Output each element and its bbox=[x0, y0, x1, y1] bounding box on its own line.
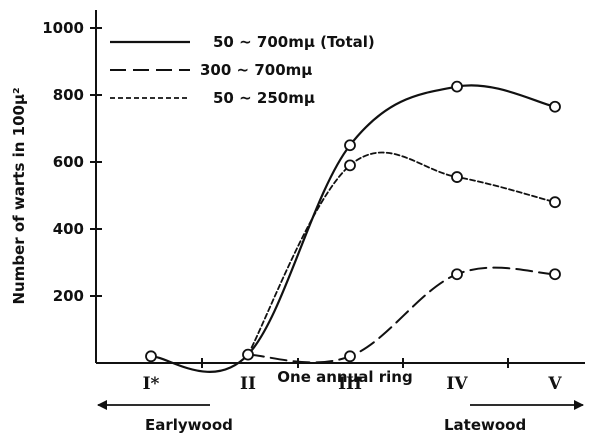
series-line-2 bbox=[247, 266, 556, 364]
series-2-point-4 bbox=[451, 268, 463, 281]
series-2-point-3 bbox=[344, 350, 356, 363]
y-tick-label-200: 200 bbox=[53, 287, 84, 305]
series-2-point-5 bbox=[549, 268, 561, 281]
series-1-point-1 bbox=[145, 350, 157, 363]
x-tick-label-1: I* bbox=[143, 374, 160, 394]
x-tick-label-4: IV bbox=[446, 374, 468, 394]
earlywood-label: Earlywood bbox=[145, 416, 233, 434]
series-1-point-2 bbox=[242, 348, 254, 361]
latewood-label: Latewood bbox=[444, 416, 526, 434]
x-tick-label-2: II bbox=[240, 374, 256, 394]
legend-label-2: 300 ~ 700mμ bbox=[200, 61, 312, 79]
y-axis-label: Number of warts in 100μ² bbox=[10, 87, 28, 304]
series-line-1 bbox=[149, 84, 557, 373]
y-tick-label-1000: 1000 bbox=[42, 19, 84, 37]
series-3-point-4 bbox=[451, 171, 463, 183]
series-1-point-4 bbox=[451, 80, 463, 93]
series-group bbox=[145, 80, 561, 373]
x-tick-label-3: III bbox=[338, 374, 362, 394]
y-tick-label-800: 800 bbox=[53, 86, 84, 104]
x-tick-label-5: V bbox=[547, 374, 562, 394]
legend-label-3: 50 ~ 250mμ bbox=[213, 89, 315, 107]
series-1-point-5 bbox=[549, 100, 561, 113]
legend-label-1: 50 ~ 700mμ (Total) bbox=[213, 33, 375, 51]
y-tick-label-400: 400 bbox=[53, 220, 84, 238]
series-1-point-3 bbox=[344, 139, 356, 152]
series-3-point-5 bbox=[549, 196, 561, 209]
y-tick-label-600: 600 bbox=[53, 153, 84, 171]
series-3-point-3 bbox=[344, 159, 356, 172]
series-line-3 bbox=[247, 151, 556, 356]
x-axis-label: One annual ring bbox=[277, 368, 412, 386]
legend: 50 ~ 700mμ (Total) 300 ~ 700mμ 50 ~ 250mμ bbox=[110, 33, 375, 107]
